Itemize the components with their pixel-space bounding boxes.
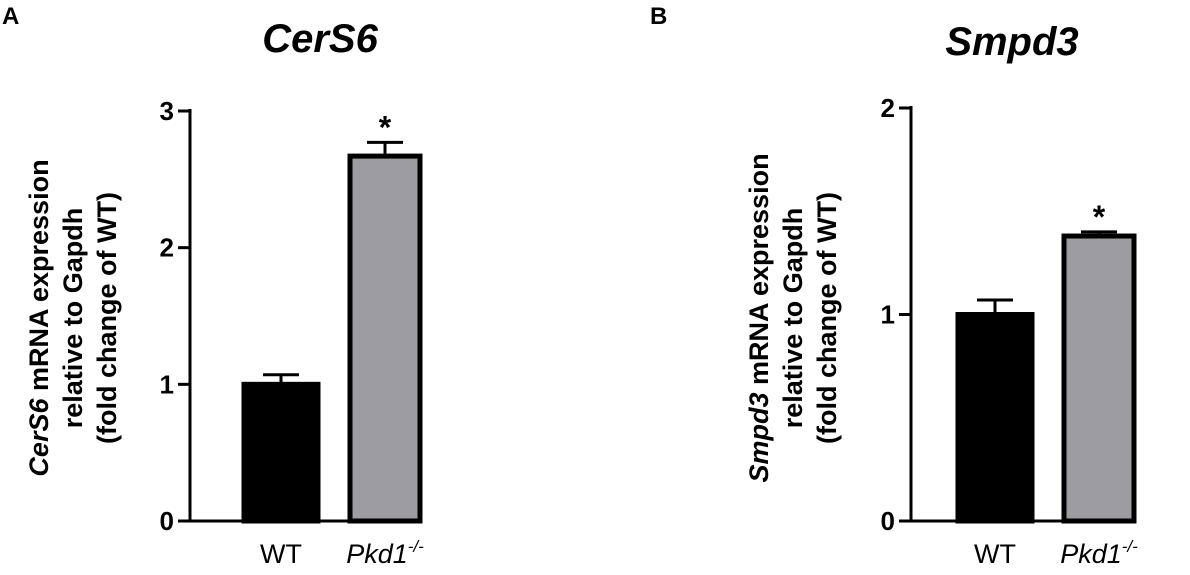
panel-b-bar <box>955 312 1035 524</box>
panel-b-ytick-label: 0 <box>881 506 895 536</box>
panel-a-bar <box>347 153 423 524</box>
panel-b-ylabel-line1: Smpd3 mRNA expression <box>744 153 774 482</box>
panel-b-category-label: Pkd1-/- <box>1060 537 1138 569</box>
panel-a-category-base: WT <box>260 539 302 569</box>
panel-b-category-base: WT <box>974 539 1016 569</box>
panel-a-letter: A <box>2 3 19 30</box>
panel-b-plot: 0 1 2 WT Pkd1-/- * <box>881 93 1139 569</box>
panel-b-letter: B <box>650 3 667 30</box>
panel-b-ytick-label: 2 <box>881 93 895 123</box>
panel-a-ytick-label: 1 <box>160 369 174 399</box>
panel-b-title: Smpd3 <box>945 20 1078 64</box>
panel-a-ytick-label: 2 <box>160 233 174 263</box>
panel-b-ylabel: Smpd3 mRNA expression relative to Gapdh … <box>744 153 842 482</box>
panel-a-category-base: Pkd1 <box>346 539 408 569</box>
panel-a-ylabel-line1: CerS6 mRNA expression <box>24 159 54 476</box>
panel-a-ylabel-line1-rest: mRNA expression <box>24 159 54 398</box>
panel-a-category-superscript: -/- <box>408 537 424 556</box>
panel-a-significance-star: * <box>379 109 392 145</box>
panel-b-category-superscript: -/- <box>1122 537 1138 556</box>
panel-b: B Smpd3 Smpd3 mRNA expression relative t… <box>650 3 1138 569</box>
panel-a: A CerS6 CerS6 mRNA expression relative t… <box>2 3 424 569</box>
panel-a-title: CerS6 <box>262 17 378 61</box>
panel-a-category-label: Pkd1-/- <box>346 537 424 569</box>
panel-a-category-label: WT <box>260 539 302 569</box>
panel-a-ylabel-line2: relative to Gapdh <box>58 208 88 429</box>
panel-a-ylabel-line3: (fold change of WT) <box>92 192 122 444</box>
panel-b-ylabel-line2: relative to Gapdh <box>778 208 808 429</box>
panel-a-ytick-label: 0 <box>160 506 174 536</box>
panel-a-ylabel-gene: CerS6 <box>24 398 54 477</box>
panel-b-ytick-label: 1 <box>881 300 895 330</box>
panel-b-category-base: Pkd1 <box>1060 539 1122 569</box>
panel-a-bar <box>241 381 321 524</box>
panel-b-ylabel-line1-rest: mRNA expression <box>744 153 774 392</box>
panel-a-ytick-label: 3 <box>160 96 174 126</box>
panel-b-ylabel-line3: (fold change of WT) <box>812 192 842 444</box>
panel-b-bar <box>1061 233 1137 524</box>
panel-b-ylabel-gene: Smpd3 <box>744 393 774 483</box>
panel-b-significance-star: * <box>1093 199 1106 235</box>
panel-a-ylabel: CerS6 mRNA expression relative to Gapdh … <box>24 159 122 476</box>
panel-b-category-label: WT <box>974 539 1016 569</box>
panel-a-plot: 0 1 2 3 WT Pkd1-/- * <box>160 96 425 569</box>
